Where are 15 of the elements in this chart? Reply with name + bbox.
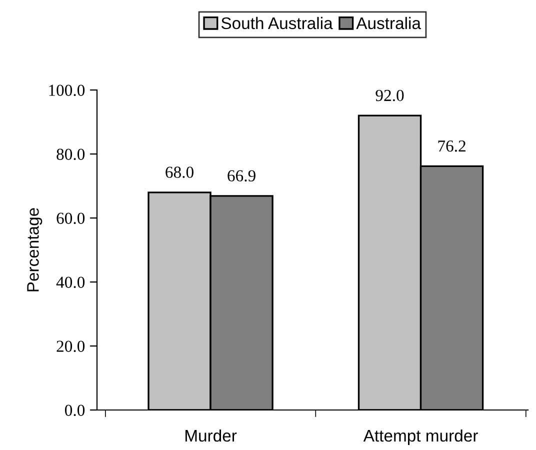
y-tick-label: 20.0 xyxy=(56,340,85,352)
data-label: 92.0 xyxy=(376,90,404,102)
legend-label: South Australia xyxy=(221,16,333,30)
data-label: 76.2 xyxy=(438,140,466,152)
legend-label: Australia xyxy=(356,16,421,30)
y-tick-label: 0.0 xyxy=(64,404,85,416)
y-tick-label: 40.0 xyxy=(56,276,85,288)
y-axis-title: Percentage xyxy=(27,208,42,292)
y-tick-label: 60.0 xyxy=(56,212,85,224)
data-label: 66.9 xyxy=(228,170,256,182)
y-tick-label: 80.0 xyxy=(56,148,85,160)
x-tick-label: Attempt murder xyxy=(363,429,478,445)
data-label: 68.0 xyxy=(166,166,194,178)
x-tick-label: Murder xyxy=(186,429,237,442)
y-tick-label: 100.0 xyxy=(49,84,85,96)
